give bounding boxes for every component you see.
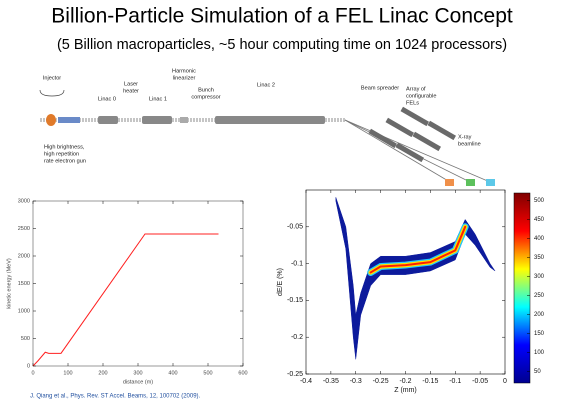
colorbar-tick-label: 100 [534, 350, 545, 356]
diagram-label: Bunch [198, 87, 214, 93]
beamline-diagram [40, 106, 495, 186]
diagram-label: Injector [43, 75, 61, 81]
y-tick-label: 2000 [18, 253, 30, 259]
x-tick-label: -0.25 [373, 378, 389, 385]
x-tick-label: -0.15 [422, 378, 438, 385]
colorbar-tick-label: 250 [534, 293, 545, 299]
x-tick-label: -0.05 [472, 378, 488, 385]
colorbar-tick-label: 300 [534, 274, 545, 280]
diagram-label: configurable [406, 93, 436, 99]
x-tick-label: 600 [238, 370, 247, 376]
density-core [369, 225, 467, 274]
y-tick-label: 2500 [18, 226, 30, 232]
diagram-label: Harmonic [172, 68, 196, 74]
x-tick-label: -0.3 [350, 378, 362, 385]
colorbar-tick-label: 500 [534, 198, 545, 204]
diagram-label: FELs [406, 100, 419, 106]
x-tick-label: 500 [203, 370, 212, 376]
brace [39, 89, 65, 97]
colorbar [513, 192, 531, 384]
x-tick-label: 0 [503, 378, 507, 385]
diagram-label: Array of [406, 86, 426, 92]
diagram-label: beamline [458, 141, 481, 147]
y-tick-label: -0.2 [291, 334, 303, 341]
diagram-label: high repetition [44, 151, 79, 157]
diagram-label: Linac 2 [257, 82, 275, 88]
slide-subtitle: (5 Billion macroparticles, ~5 hour compu… [57, 37, 507, 53]
colorbar-tick-label: 400 [534, 236, 545, 242]
plot-frame [305, 189, 506, 375]
y-tick-label: 500 [21, 336, 30, 342]
y-tick-label: -0.15 [287, 297, 303, 304]
x-tick-label: 300 [133, 370, 142, 376]
x-tick-label: 100 [63, 370, 72, 376]
y-tick-label: -0.05 [287, 224, 303, 231]
y-axis-label: kinetic energy (MeV) [6, 258, 12, 309]
diagram-label: heater [123, 88, 139, 94]
colorbar-tick-label: 200 [534, 312, 545, 318]
y-axis-label: dE/E (%) [277, 268, 284, 296]
plot-frame [32, 200, 244, 367]
diagram-label: High brightness, [44, 144, 85, 150]
y-tick-label: 3000 [18, 198, 30, 204]
y-tick-label: -0.25 [287, 371, 303, 378]
data-line [32, 233, 219, 367]
citation: J. Qiang et al., Phys. Rev. ST Accel. Be… [30, 394, 201, 400]
colorbar-tick-label: 450 [534, 217, 545, 223]
x-tick-label: 400 [168, 370, 177, 376]
slide-title: Billion-Particle Simulation of a FEL Lin… [51, 5, 513, 28]
x-axis-label: distance (m) [123, 379, 153, 385]
y-tick-label: -0.1 [291, 260, 303, 267]
x-tick-label: 0 [31, 370, 34, 376]
diagram-label: rate electron gun [44, 158, 86, 164]
x-axis-label: Z (mm) [394, 387, 417, 394]
diagram-label: Laser [124, 81, 138, 87]
diagram-label: compressor [191, 94, 220, 100]
diagram-label: linearizer [173, 75, 196, 81]
x-tick-label: -0.4 [300, 378, 312, 385]
colorbar-tick-label: 150 [534, 331, 545, 337]
diagram-label: Linac 0 [98, 96, 116, 102]
diagram-label: Linac 1 [149, 96, 167, 102]
colorbar-tick-label: 50 [534, 369, 541, 375]
x-tick-label: -0.35 [323, 378, 339, 385]
colorbar-tick-label: 350 [534, 255, 545, 261]
y-tick-label: 1500 [18, 281, 30, 287]
x-tick-label: 200 [98, 370, 107, 376]
y-tick-label: 1000 [18, 308, 30, 314]
distribution-band [335, 197, 496, 360]
y-tick-label: 0 [27, 363, 30, 369]
diagram-label: X-ray [458, 134, 472, 140]
x-tick-label: -0.2 [399, 378, 411, 385]
diagram-label: Beam spreader [361, 85, 399, 91]
x-tick-label: -0.1 [449, 378, 461, 385]
